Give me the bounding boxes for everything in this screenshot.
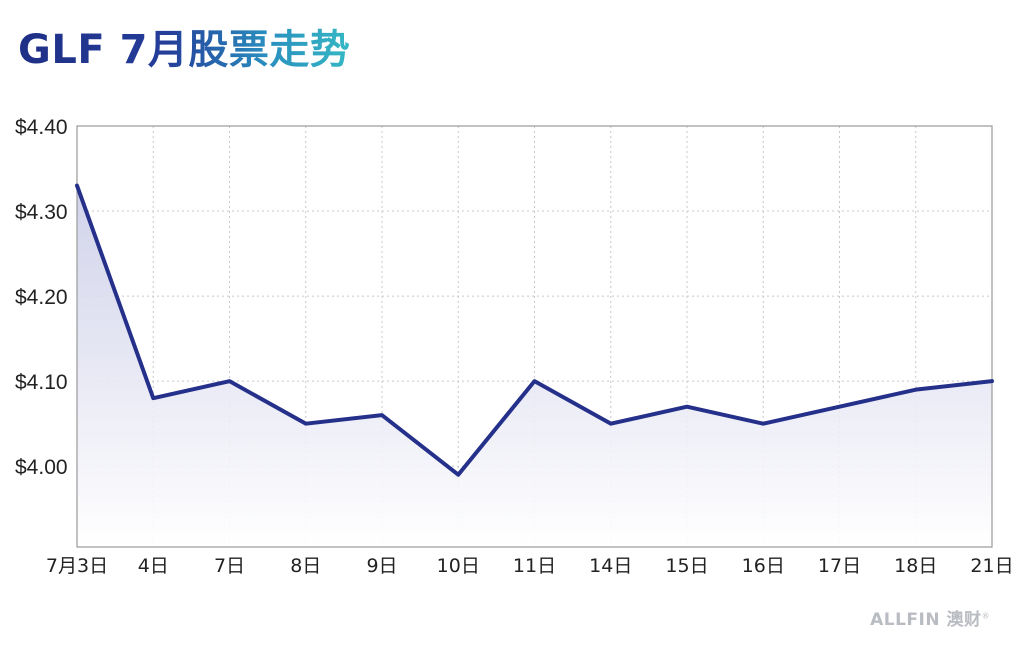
x-tick-label: 14日: [589, 555, 632, 577]
x-tick-label: 7月3日: [46, 555, 108, 577]
data-point: [914, 388, 918, 392]
x-axis-ticks: 7月3日 4日 7日 8日 9日 10日 11日 14日 15日 16日 17日 18日 21日: [46, 555, 1014, 577]
x-tick-label: 16日: [742, 555, 785, 577]
plot-border: [76, 125, 993, 548]
x-tick-label: 15日: [665, 555, 708, 577]
brand-logo: ALLFIN 澳财®: [870, 605, 990, 630]
plot-frame: [76, 125, 993, 548]
x-tick-label: 9日: [366, 555, 397, 577]
y-tick-label: $4.10: [15, 371, 68, 394]
data-point: [456, 473, 460, 477]
data-point: [838, 405, 842, 409]
data-point: [304, 422, 308, 426]
x-tick-label: 4日: [138, 555, 169, 577]
data-point: [685, 405, 689, 409]
x-tick-label: 21日: [970, 555, 1013, 577]
x-tick-label: 8日: [290, 555, 321, 577]
y-tick-label: $4.20: [15, 286, 68, 309]
brand-name: ALLFIN 澳财: [870, 610, 982, 630]
area-fill: [77, 185, 992, 548]
series-line: [75, 183, 994, 477]
chart-title: GLF 7月股票走势: [18, 27, 351, 73]
y-tick-label: $4.40: [15, 116, 68, 139]
x-tick-label: 18日: [894, 555, 937, 577]
y-axis-ticks: $4.00 $4.10 $4.20 $4.30 $4.40: [15, 116, 68, 479]
data-point: [761, 422, 765, 426]
data-point: [75, 184, 79, 188]
x-tick-label: 7日: [214, 555, 245, 577]
brand-registered-mark: ®: [981, 611, 990, 621]
data-point: [990, 379, 994, 383]
area-fill-path: [77, 185, 992, 548]
data-point: [533, 379, 537, 383]
data-point: [380, 413, 384, 417]
x-tick-label: 10日: [437, 555, 480, 577]
x-tick-label: 11日: [513, 555, 556, 577]
series-line-path: [75, 183, 994, 477]
data-point: [609, 422, 613, 426]
y-tick-label: $4.30: [15, 201, 68, 224]
x-tick-label: 17日: [818, 555, 861, 577]
y-tick-label: $4.00: [15, 456, 68, 479]
data-point: [151, 396, 155, 400]
data-point: [228, 379, 232, 383]
